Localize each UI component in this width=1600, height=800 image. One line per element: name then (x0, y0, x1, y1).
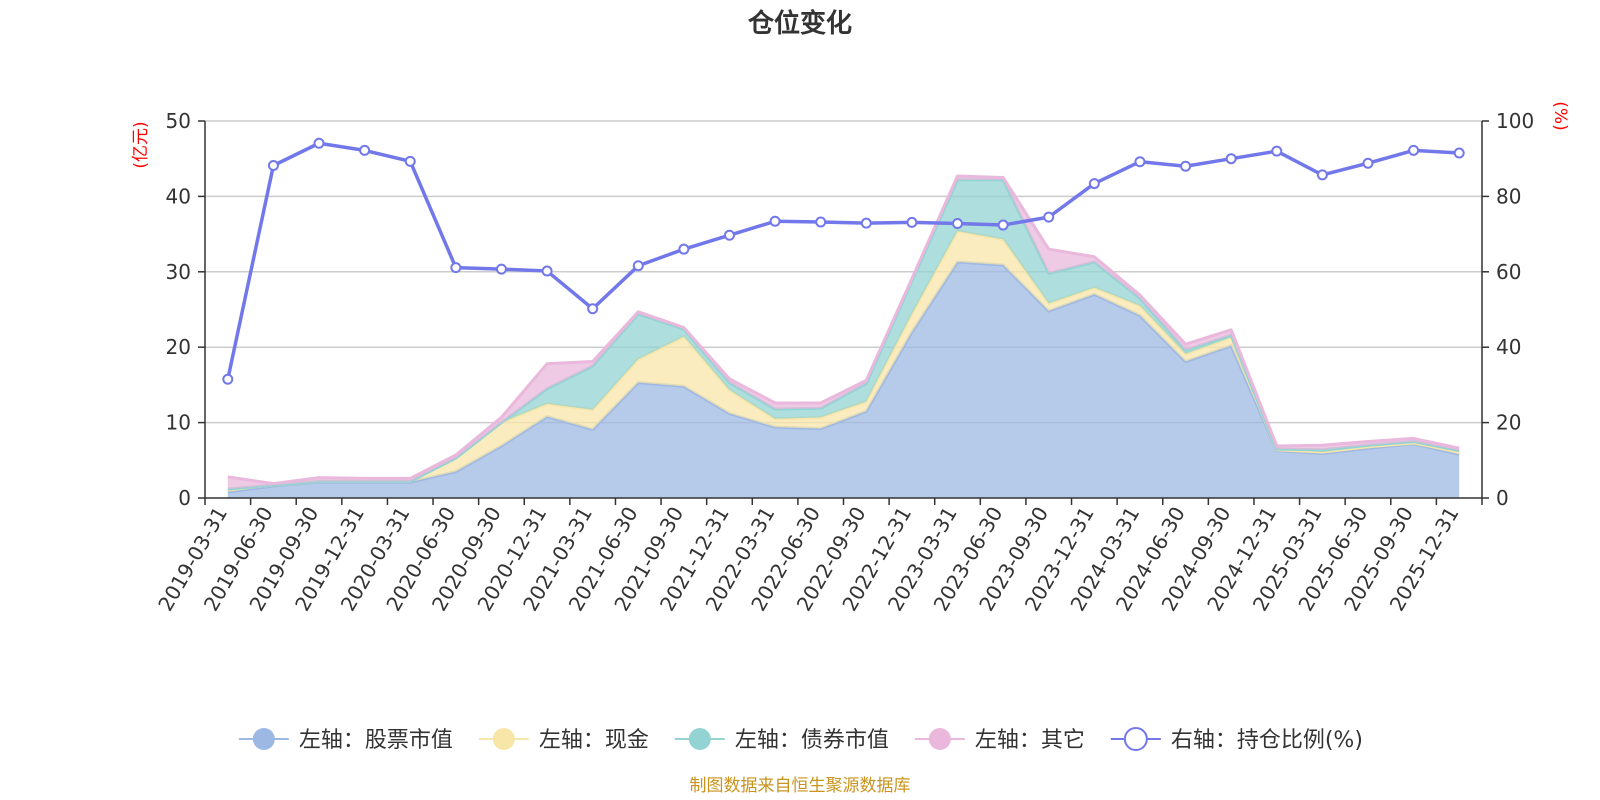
ratio-point[interactable] (1453, 147, 1465, 159)
left-axis-tick-label: 0 (178, 486, 191, 510)
legend-marker-icon (928, 728, 951, 750)
legend-label: 右轴：持仓比例(%) (1171, 728, 1363, 753)
left-axis-tick-label: 20 (166, 335, 191, 359)
axes: 010203040500204060801002019-03-312019-06… (153, 109, 1534, 615)
right-axis-tick-label: 20 (1496, 411, 1521, 435)
ratio-point[interactable] (1225, 153, 1237, 165)
area-edge-左轴：其它 (227, 174, 1460, 486)
legend-marker-icon (1123, 727, 1148, 751)
ratio-point[interactable] (769, 215, 781, 227)
ratio-point[interactable] (222, 373, 234, 385)
ratio-point[interactable] (495, 263, 507, 275)
ratio-point[interactable] (632, 260, 644, 272)
ratio-point[interactable] (1043, 211, 1055, 223)
legend-item[interactable]: 左轴：现金 (478, 728, 649, 753)
legend-item[interactable]: 右轴：持仓比例(%) (1110, 727, 1363, 753)
ratio-point[interactable] (815, 216, 827, 228)
ratio-point[interactable] (860, 217, 872, 229)
legend-marker-icon (252, 728, 275, 750)
legend-label: 左轴：其它 (975, 728, 1085, 753)
ratio-line (226, 141, 1460, 380)
legend-item[interactable]: 左轴：股票市值 (238, 728, 453, 753)
ratio-point[interactable] (1180, 160, 1192, 172)
ratio-point[interactable] (1271, 145, 1283, 157)
ratio-point[interactable] (906, 216, 918, 228)
left-axis-tick-label: 40 (166, 184, 191, 208)
ratio-point[interactable] (1134, 156, 1146, 168)
right-axis-tick-label: 100 (1496, 109, 1534, 133)
ratio-point[interactable] (678, 243, 690, 255)
ratio-point[interactable] (1408, 144, 1420, 156)
left-axis-tick-label: 50 (166, 109, 191, 133)
right-axis-tick-label: 0 (1496, 486, 1509, 510)
ratio-point[interactable] (997, 219, 1009, 231)
ratio-point[interactable] (1316, 169, 1328, 181)
left-axis-unit: (亿元) (131, 121, 151, 168)
ratio-point[interactable] (541, 265, 553, 277)
right-axis-unit: (%) (1550, 101, 1570, 130)
ratio-point[interactable] (313, 137, 325, 149)
ratio-point[interactable] (267, 159, 279, 171)
legend-marker-icon (492, 728, 515, 750)
stacked-areas (227, 174, 1460, 498)
chart-title: 仓位变化 (747, 8, 852, 39)
ratio-line-series (222, 137, 1465, 385)
right-axis-tick-label: 40 (1496, 335, 1521, 359)
left-axis-tick-label: 10 (166, 411, 191, 435)
legend-marker-icon (688, 728, 711, 750)
grid-lines (205, 120, 1482, 424)
left-axis-tick-label: 30 (166, 260, 191, 284)
legend-label: 左轴：债券市值 (735, 728, 889, 753)
legend-label: 左轴：股票市值 (299, 728, 453, 753)
legend[interactable]: 左轴：股票市值 左轴：现金 左轴：债券市值 左轴：其它 右轴：持仓比例(%) (238, 727, 1363, 753)
ratio-point[interactable] (723, 229, 735, 241)
right-axis-tick-label: 60 (1496, 260, 1521, 284)
ratio-point[interactable] (359, 144, 371, 156)
ratio-point[interactable] (952, 218, 964, 230)
ratio-point[interactable] (450, 262, 462, 274)
ratio-point[interactable] (587, 303, 599, 315)
right-axis-tick-label: 80 (1496, 184, 1521, 208)
ratio-point[interactable] (404, 155, 416, 167)
area-左轴：股票市值 (227, 262, 1460, 498)
data-source-note: 制图数据来自恒生聚源数据库 (690, 776, 911, 796)
legend-item[interactable]: 左轴：其它 (914, 728, 1085, 753)
legend-item[interactable]: 左轴：债券市值 (674, 728, 889, 753)
ratio-point[interactable] (1088, 178, 1100, 190)
ratio-point[interactable] (1362, 157, 1374, 169)
legend-label: 左轴：现金 (539, 728, 649, 753)
